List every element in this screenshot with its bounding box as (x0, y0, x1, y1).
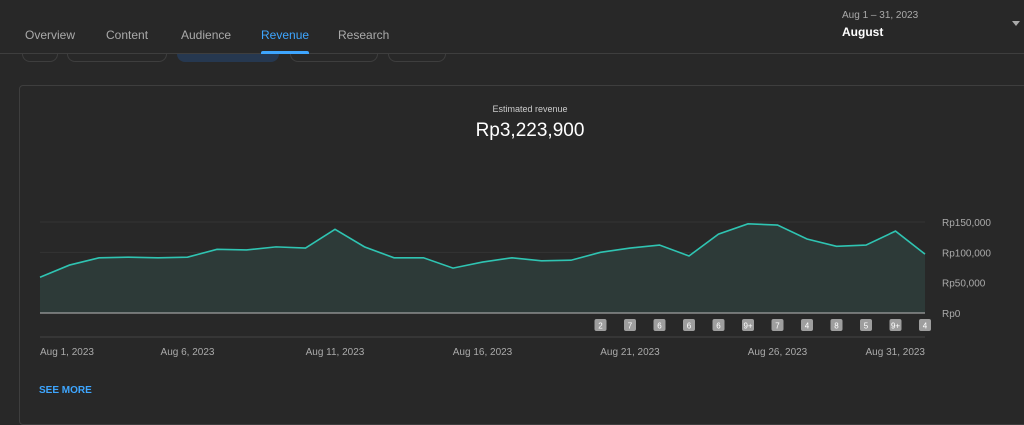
y-tick-label: Rp50,000 (942, 279, 986, 290)
x-tick-label: Aug 1, 2023 (40, 347, 94, 358)
data-point (834, 243, 840, 249)
content-marker[interactable] (683, 319, 695, 331)
data-point (568, 257, 574, 263)
data-point (804, 236, 810, 242)
revenue-line (39, 223, 926, 278)
y-tick-label: Rp100,000 (942, 248, 991, 259)
filter-chip-selected[interactable] (177, 54, 279, 62)
date-period: August (842, 25, 884, 39)
area-fill (40, 223, 925, 313)
data-point (716, 231, 722, 237)
data-point (96, 255, 102, 261)
data-point (155, 255, 161, 261)
data-point (775, 222, 781, 228)
data-point (509, 255, 515, 261)
data-point (598, 249, 604, 255)
content-marker-label: 7 (628, 322, 633, 331)
content-marker[interactable] (624, 319, 636, 331)
content-marker[interactable] (653, 319, 666, 331)
data-point (863, 242, 869, 248)
tab-content[interactable]: Content (106, 28, 149, 42)
data-point (185, 254, 191, 260)
data-point (67, 262, 73, 268)
data-point (362, 244, 368, 250)
tab-bar: Overview Content Audience Revenue Resear… (0, 0, 1024, 54)
data-point (539, 258, 545, 264)
data-point (627, 245, 633, 251)
content-marker[interactable] (830, 319, 843, 331)
x-tick-label: Aug 21, 2023 (600, 347, 660, 358)
data-point (391, 255, 397, 261)
data-point (214, 246, 220, 252)
y-tick-label: Rp0 (942, 309, 961, 320)
data-point (421, 255, 427, 261)
content-marker[interactable] (919, 319, 931, 331)
revenue-chart: Rp0 Rp50,000 Rp100,000 Rp150,000 2 7 6 6 6 9+ 7 4 8 5… (37, 218, 991, 358)
content-marker[interactable] (594, 319, 607, 331)
content-marker-label: 9+ (743, 322, 752, 331)
data-point (332, 226, 338, 232)
data-point (450, 265, 456, 271)
tab-revenue[interactable]: Revenue (261, 28, 310, 54)
tab-audience[interactable]: Audience (181, 28, 232, 42)
metric-value: Rp3,223,900 (475, 120, 585, 141)
content-marker-label: 2 (598, 322, 603, 331)
x-tick-label: Aug 26, 2023 (748, 347, 808, 358)
data-point (893, 228, 899, 234)
tab-overview[interactable]: Overview (25, 28, 76, 42)
see-more-link[interactable]: SEE MORE (39, 385, 92, 396)
dropdown-caret-icon[interactable] (1012, 21, 1020, 26)
data-point (922, 251, 928, 257)
content-marker[interactable] (771, 319, 784, 331)
x-tick-label: Aug 31, 2023 (866, 347, 926, 358)
data-point (657, 242, 663, 248)
x-tick-label: Aug 16, 2023 (453, 347, 513, 358)
x-tick-label: Aug 6, 2023 (161, 347, 215, 358)
content-marker[interactable] (860, 319, 872, 331)
data-point (37, 274, 43, 280)
date-range: Aug 1 – 31, 2023 (842, 10, 919, 21)
metric-label: Estimated revenue (492, 104, 568, 114)
x-tick-label: Aug 11, 2023 (306, 347, 365, 358)
data-point (303, 245, 309, 251)
content-marker-label: 6 (657, 322, 662, 331)
data-point (686, 253, 692, 259)
data-point (244, 247, 250, 253)
content-marker-label: 8 (834, 322, 839, 331)
content-marker[interactable] (801, 319, 813, 331)
data-point (480, 259, 486, 265)
content-marker[interactable] (712, 319, 725, 331)
content-marker-label: 6 (687, 322, 692, 331)
content-marker-label: 7 (775, 322, 780, 331)
content-marker-label: 9+ (891, 322, 900, 331)
content-marker-label: 6 (716, 322, 721, 331)
content-marker-label: 5 (864, 322, 869, 331)
tab-research[interactable]: Research (338, 28, 390, 42)
data-point (273, 244, 279, 250)
data-point (745, 221, 751, 227)
content-marker-label: 4 (805, 322, 810, 331)
y-tick-label: Rp150,000 (942, 218, 991, 229)
content-marker-label: 4 (923, 322, 928, 331)
data-point (126, 254, 132, 260)
content-marker[interactable] (742, 319, 754, 331)
content-marker[interactable] (889, 319, 902, 331)
